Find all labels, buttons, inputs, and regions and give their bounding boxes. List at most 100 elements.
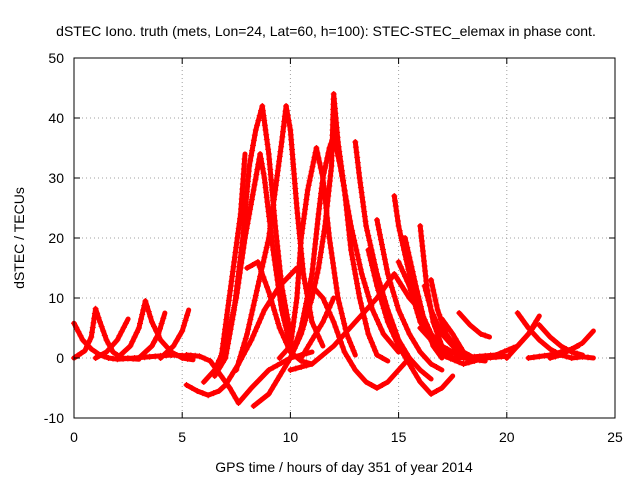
- data-point: [280, 351, 287, 357]
- data-point: [260, 170, 267, 177]
- data-point: [299, 225, 306, 232]
- data-point: [309, 319, 315, 325]
- data-point: [301, 275, 308, 282]
- data-point: [216, 388, 222, 394]
- data-point: [103, 337, 110, 343]
- series-arc-12-markers: [244, 259, 310, 366]
- data-point: [381, 256, 388, 263]
- data-point: [302, 201, 309, 208]
- data-point: [184, 312, 191, 319]
- data-point: [235, 230, 241, 237]
- data-point: [421, 283, 428, 289]
- data-point: [250, 403, 257, 409]
- data-point: [459, 314, 466, 320]
- data-point: [244, 178, 251, 185]
- data-point: [528, 326, 535, 333]
- data-point: [269, 242, 276, 249]
- data-point: [260, 259, 267, 265]
- data-point: [317, 338, 324, 345]
- data-point: [350, 347, 357, 354]
- data-point: [326, 309, 333, 316]
- data-point: [384, 271, 391, 277]
- data-point: [319, 319, 326, 325]
- data-point: [258, 160, 265, 167]
- data-point: [259, 107, 266, 114]
- data-point: [238, 244, 245, 251]
- data-point: [420, 329, 427, 335]
- data-point: [245, 173, 252, 180]
- data-point: [280, 128, 286, 135]
- data-point: [276, 258, 282, 264]
- y-tick-label: 40: [48, 110, 64, 126]
- data-point: [231, 302, 238, 309]
- data-point: [313, 226, 320, 232]
- data-point: [359, 194, 366, 201]
- data-point: [313, 275, 320, 281]
- data-point: [231, 254, 238, 261]
- data-point: [225, 297, 232, 304]
- data-point: [275, 163, 282, 169]
- data-point: [389, 341, 396, 348]
- data-point: [378, 296, 384, 303]
- data-point: [337, 339, 344, 345]
- data-point: [350, 261, 357, 268]
- data-point: [395, 367, 402, 373]
- data-point: [423, 323, 430, 330]
- data-point: [351, 266, 358, 273]
- data-point: [269, 206, 276, 213]
- data-point: [86, 338, 93, 345]
- data-point: [419, 248, 426, 254]
- data-point: [281, 113, 288, 120]
- data-point: [351, 237, 358, 244]
- data-point: [330, 260, 336, 266]
- data-point: [364, 289, 371, 295]
- data-point: [244, 183, 251, 190]
- data-point: [433, 388, 440, 394]
- data-point: [179, 328, 186, 334]
- data-point: [142, 349, 149, 355]
- data-point: [256, 278, 262, 285]
- data-point: [424, 333, 431, 339]
- data-point: [407, 259, 414, 265]
- data-point: [406, 331, 413, 337]
- data-point: [325, 230, 332, 236]
- data-point: [284, 359, 291, 366]
- data-point: [476, 353, 483, 360]
- data-point: [260, 274, 267, 280]
- y-tick-label: 30: [48, 170, 64, 186]
- data-point: [304, 191, 311, 198]
- data-point: [332, 275, 339, 281]
- data-point: [363, 223, 370, 229]
- data-point: [267, 166, 274, 173]
- data-point: [262, 184, 269, 191]
- data-point: [274, 243, 281, 249]
- data-point: [265, 146, 272, 153]
- data-point: [348, 251, 355, 258]
- data-point: [137, 320, 143, 327]
- data-point: [308, 314, 315, 321]
- data-point: [438, 352, 445, 358]
- data-point: [236, 358, 242, 364]
- data-point: [370, 267, 377, 274]
- data-point: [348, 323, 355, 329]
- data-point: [296, 330, 303, 336]
- data-point: [287, 367, 294, 373]
- data-point: [234, 362, 241, 369]
- data-point: [383, 314, 390, 321]
- data-point: [283, 347, 290, 353]
- data-point: [507, 351, 514, 357]
- data-point: [236, 220, 243, 227]
- data-point: [530, 354, 537, 361]
- data-point: [97, 319, 103, 325]
- data-point: [362, 218, 369, 225]
- data-point: [298, 325, 305, 331]
- data-point: [262, 279, 269, 285]
- data-point: [322, 299, 328, 306]
- data-point: [237, 215, 243, 222]
- data-point: [289, 328, 296, 335]
- data-point: [245, 341, 252, 348]
- data-point: [247, 157, 254, 164]
- data-point: [300, 215, 307, 222]
- data-point: [310, 261, 317, 267]
- data-point: [374, 217, 380, 223]
